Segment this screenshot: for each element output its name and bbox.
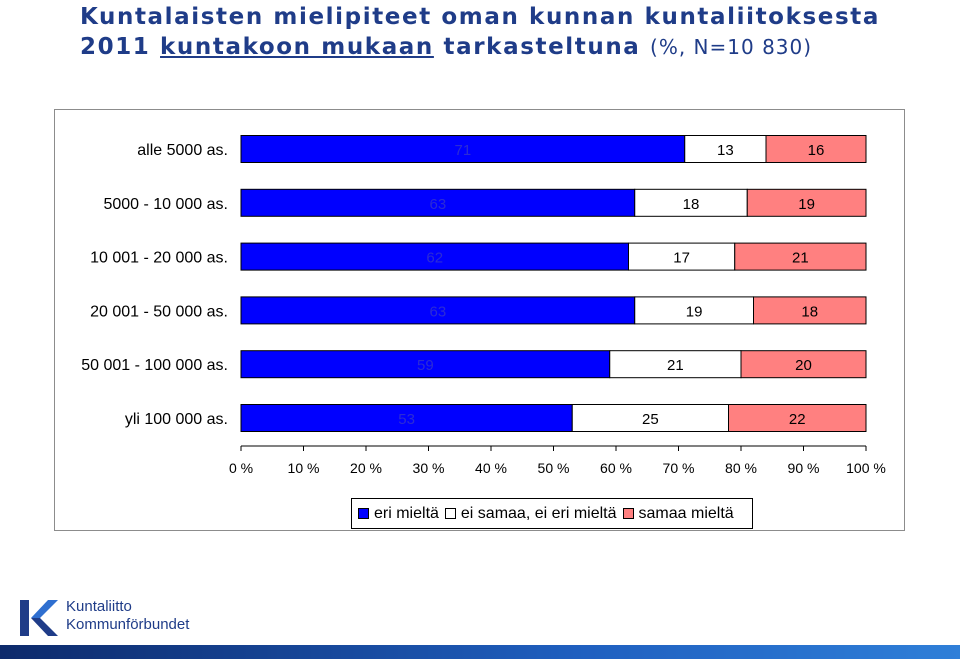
x-tick-label: 0 % — [229, 460, 253, 476]
data-label-2-5: 22 — [789, 411, 806, 428]
data-label-1-3: 19 — [686, 303, 703, 320]
data-label-2-4: 20 — [795, 357, 812, 374]
x-tick-label: 80 % — [725, 460, 757, 476]
x-tick-label: 20 % — [350, 460, 382, 476]
data-label-0-2: 62 — [426, 250, 443, 267]
data-label-1-4: 21 — [667, 357, 684, 374]
data-label-1-0: 13 — [717, 142, 734, 159]
data-label-2-3: 18 — [801, 303, 818, 320]
x-tick-label: 70 % — [663, 460, 695, 476]
data-label-2-1: 19 — [798, 196, 815, 213]
category-label: yli 100 000 as. — [125, 411, 228, 428]
data-label-1-5: 25 — [642, 411, 659, 428]
bar-0-3 — [240, 296, 636, 325]
x-tick-label: 40 % — [475, 460, 507, 476]
title-underlined: kuntakoon mukaan — [160, 34, 434, 60]
bar-1-3 — [634, 296, 754, 325]
category-label: 20 001 - 50 000 as. — [90, 303, 228, 320]
data-label-2-2: 21 — [792, 250, 809, 267]
title-year: 2011 — [80, 34, 151, 60]
legend-item-2: samaa mieltä — [622, 504, 734, 523]
logo-line1: Kuntaliitto — [66, 598, 132, 615]
bar-0-4 — [240, 350, 611, 379]
legend-swatch-2 — [622, 508, 634, 519]
legend-swatch-1 — [444, 508, 456, 519]
title-line1: Kuntalaisten mielipiteet oman kunnan kun… — [80, 4, 880, 30]
chart-legend: eri mieltä ei samaa, ei eri mieltä samaa… — [351, 498, 753, 529]
legend-label-1: ei samaa, ei eri mieltä — [460, 504, 617, 522]
bar-2-3 — [753, 296, 867, 325]
data-label-1-1: 18 — [683, 196, 700, 213]
x-tick-label: 90 % — [788, 460, 820, 476]
data-label-0-5: 53 — [398, 411, 415, 428]
x-tick-label: 60 % — [600, 460, 632, 476]
category-label: 5000 - 10 000 as. — [103, 196, 228, 213]
kuntaliitto-logo: Kuntaliitto Kommunförbundet — [18, 596, 189, 640]
bar-0-2 — [240, 242, 629, 271]
x-tick-label: 100 % — [846, 460, 886, 476]
page-title: Kuntalaisten mielipiteet oman kunnan kun… — [80, 2, 880, 62]
category-label: alle 5000 as. — [137, 142, 228, 159]
bar-2-0 — [765, 135, 867, 163]
logo-text: Kuntaliitto Kommunförbundet — [66, 598, 189, 634]
title-rest: tarkasteltuna — [443, 34, 641, 60]
bar-1-2 — [628, 242, 736, 271]
bar-1-4 — [609, 350, 742, 379]
title-note: (%, N=10 830) — [650, 35, 813, 59]
legend-label-2: samaa mieltä — [638, 504, 734, 522]
x-tick-label: 50 % — [538, 460, 570, 476]
bar-0-5 — [240, 404, 573, 432]
legend-item-0: eri mieltä — [358, 505, 439, 523]
data-label-0-1: 63 — [430, 196, 447, 213]
bar-0-1 — [240, 188, 636, 217]
stacked-bar-chart: alle 5000 as. 71 13 16 5000 - 10 000 as. 63 18… — [81, 135, 886, 476]
footer-bar — [0, 645, 960, 659]
legend-item-1: ei samaa, ei eri mieltä — [444, 504, 617, 523]
x-tick-label: 10 % — [288, 460, 320, 476]
data-label-0-3: 63 — [430, 303, 447, 320]
data-label-1-2: 17 — [673, 250, 690, 267]
category-label: 10 001 - 20 000 as. — [90, 250, 228, 267]
data-label-2-0: 16 — [808, 142, 825, 159]
bar-1-5 — [571, 404, 729, 432]
legend-label-0: eri mieltä — [374, 504, 439, 522]
category-label: 50 001 - 100 000 as. — [81, 357, 228, 374]
data-label-0-0: 71 — [455, 142, 472, 159]
legend-swatch-0 — [358, 508, 369, 519]
x-tick-label: 30 % — [413, 460, 445, 476]
bar-2-2 — [734, 242, 867, 271]
data-label-0-4: 59 — [417, 357, 434, 374]
bar-2-4 — [740, 350, 867, 379]
logo-mark-icon — [20, 600, 58, 636]
bar-1-1 — [634, 188, 748, 217]
bar-2-5 — [728, 404, 867, 432]
bar-1-0 — [684, 135, 767, 163]
bar-2-1 — [746, 188, 867, 217]
logo-line2: Kommunförbundet — [66, 616, 190, 633]
